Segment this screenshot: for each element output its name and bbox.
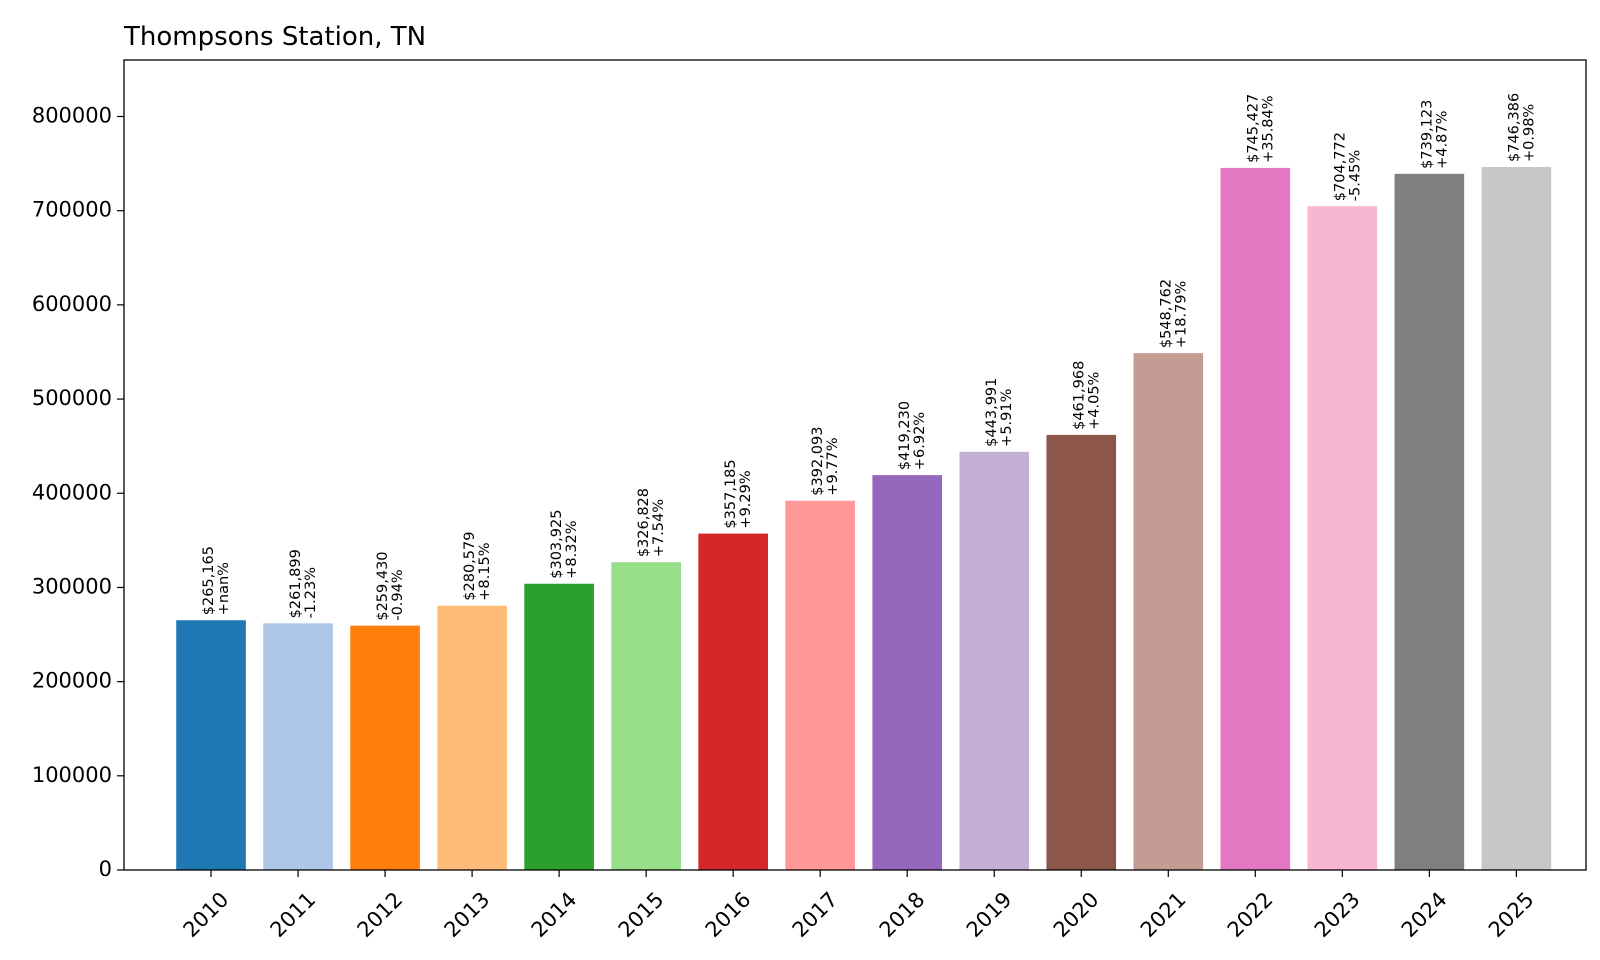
x-tick-label-2011: 2011 [266, 887, 321, 942]
bar-value-change: +7.54% [651, 499, 667, 557]
bar-2024 [1394, 173, 1465, 871]
bar-value-price: $303,925 [549, 510, 565, 579]
x-tick-label-2022: 2022 [1223, 887, 1278, 942]
bar-value-change: -1.23% [303, 567, 319, 618]
bar-value-change: +8.32% [564, 521, 580, 579]
x-tick-label-2025: 2025 [1484, 887, 1539, 942]
bar-2019 [959, 451, 1030, 870]
bar-value-price: $443,991 [984, 378, 1000, 447]
bar-value-label-2014: $303,925+8.32% [549, 510, 580, 579]
bar-value-change: +5.91% [999, 389, 1015, 447]
bar-value-price: $265,165 [201, 546, 217, 615]
bar-value-label-2021: $548,762+18.79% [1158, 279, 1189, 348]
bar-value-change: +4.87% [1434, 111, 1450, 169]
bar-value-change: -0.94% [390, 569, 406, 620]
bar-value-label-2022: $745,427+35.84% [1245, 94, 1276, 163]
bar-value-label-2010: $265,165+nan% [201, 546, 232, 615]
chart-title: Thompsons Station, TN [123, 22, 426, 52]
bar-value-label-2013: $280,579+8.15% [462, 532, 493, 601]
bar-value-price: $746,386 [1506, 93, 1522, 162]
bar-value-price: $461,968 [1071, 361, 1087, 430]
y-tick-label-200000: 200000 [32, 669, 112, 693]
bar-2014 [524, 583, 594, 870]
bar-value-change: -5.45% [1347, 150, 1363, 201]
bar-value-price: $357,185 [723, 459, 739, 528]
bar-value-change: +9.29% [738, 470, 754, 528]
x-tick-label-2017: 2017 [788, 887, 843, 942]
bar-value-price: $261,899 [288, 549, 304, 618]
bar-value-label-2012: $259,430-0.94% [375, 551, 406, 620]
bar-value-label-2016: $357,185+9.29% [723, 459, 754, 528]
y-tick-label-700000: 700000 [32, 198, 112, 222]
bar-2010 [176, 620, 246, 870]
x-tick-label-2021: 2021 [1136, 887, 1191, 942]
bar-value-label-2011: $261,899-1.23% [288, 549, 319, 618]
bar-2011 [263, 623, 333, 870]
bar-2016 [698, 533, 768, 870]
bar-2021 [1133, 353, 1204, 870]
bar-value-label-2024: $739,123+4.87% [1419, 100, 1450, 169]
bar-value-price: $326,828 [636, 488, 652, 557]
x-tick-label-2012: 2012 [353, 887, 408, 942]
y-tick-label-500000: 500000 [32, 386, 112, 410]
bar-value-price: $704,772 [1332, 132, 1348, 201]
x-tick-label-2020: 2020 [1049, 887, 1104, 942]
y-tick-label-300000: 300000 [32, 574, 112, 598]
bar-2022 [1220, 167, 1291, 871]
bar-value-label-2019: $443,991+5.91% [984, 378, 1015, 447]
y-tick-label-800000: 800000 [32, 104, 112, 128]
x-tick-label-2024: 2024 [1397, 887, 1452, 942]
y-tick-label-600000: 600000 [32, 292, 112, 316]
x-tick-label-2019: 2019 [962, 887, 1017, 942]
bar-value-change: +35.84% [1260, 95, 1276, 162]
bars-group [176, 167, 1552, 871]
bar-2020 [1046, 434, 1117, 870]
bar-value-change: +18.79% [1173, 281, 1189, 348]
bar-value-price: $259,430 [375, 551, 391, 620]
x-axis: 2010 2011 2012 2013 2014 2015 2016 2017 2018 2019… [179, 870, 1539, 942]
bar-value-price: $280,579 [462, 532, 478, 601]
bar-2012 [350, 625, 420, 870]
bar-value-label-2018: $419,230+6.92% [897, 401, 928, 470]
x-tick-label-2013: 2013 [440, 887, 495, 942]
bar-value-change: +nan% [216, 562, 232, 615]
bar-value-label-2015: $326,828+7.54% [636, 488, 667, 557]
y-axis: 0 100000 200000 300000 400000 500000 600000 700… [32, 104, 124, 881]
bar-labels-group: $265,165+nan% $261,899-1.23% $259,430-0.94… [201, 93, 1537, 621]
bar-value-change: +6.92% [912, 412, 928, 470]
x-tick-label-2023: 2023 [1310, 887, 1365, 942]
y-tick-label-0: 0 [99, 857, 112, 881]
y-tick-label-100000: 100000 [32, 763, 112, 787]
bar-value-price: $419,230 [897, 401, 913, 470]
x-tick-label-2010: 2010 [179, 887, 234, 942]
bar-value-price: $739,123 [1419, 100, 1435, 169]
bar-value-price: $745,427 [1245, 94, 1261, 163]
y-tick-label-400000: 400000 [32, 480, 112, 504]
bar-value-price: $392,093 [810, 427, 826, 496]
bar-value-label-2023: $704,772-5.45% [1332, 132, 1363, 201]
x-tick-label-2015: 2015 [614, 887, 669, 942]
x-tick-label-2016: 2016 [701, 887, 756, 942]
bar-2013 [437, 605, 507, 870]
bar-value-label-2017: $392,093+9.77% [810, 427, 841, 496]
bar-value-price: $548,762 [1158, 279, 1174, 348]
bar-value-label-2025: $746,386+0.98% [1506, 93, 1537, 162]
x-tick-label-2014: 2014 [527, 887, 582, 942]
bar-value-change: +9.77% [825, 437, 841, 495]
bar-2025 [1481, 167, 1552, 870]
bar-2023 [1307, 206, 1378, 870]
bar-value-label-2020: $461,968+4.05% [1071, 361, 1102, 430]
bar-value-change: +4.05% [1086, 372, 1102, 430]
x-tick-label-2018: 2018 [875, 887, 930, 942]
plot-frame [123, 59, 1587, 871]
bar-2018 [872, 475, 943, 870]
bar-2015 [611, 562, 681, 870]
bar-2017 [785, 500, 855, 870]
bar-value-change: +0.98% [1521, 104, 1537, 162]
bar-value-change: +8.15% [477, 543, 493, 601]
